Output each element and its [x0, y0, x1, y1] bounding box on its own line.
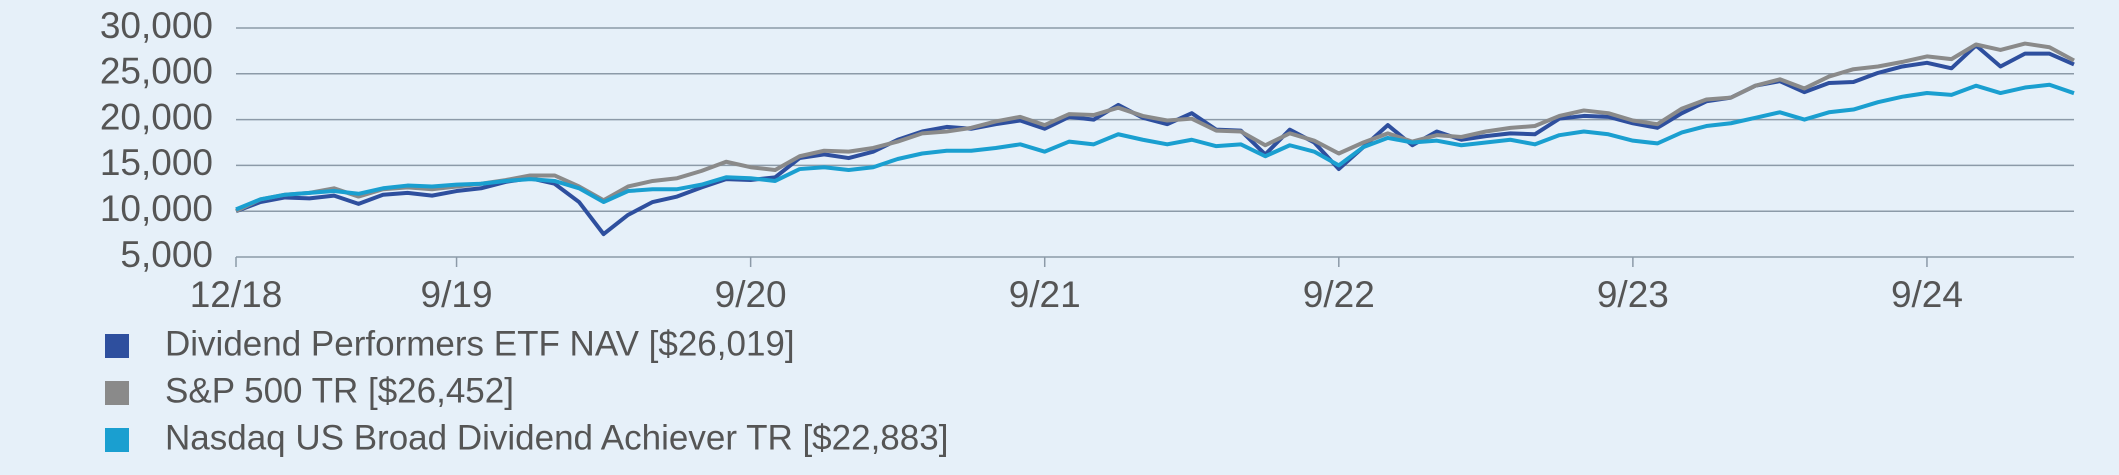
y-tick-label: 30,000 [100, 5, 213, 46]
x-tick-label: 9/20 [715, 274, 787, 315]
legend-label: Nasdaq US Broad Dividend Achiever TR [$2… [165, 418, 948, 457]
x-tick-label: 9/19 [421, 274, 493, 315]
legend-swatch [105, 381, 129, 405]
x-tick-label: 9/22 [1303, 274, 1375, 315]
x-tick-label: 9/23 [1597, 274, 1669, 315]
legend-label: S&P 500 TR [$26,452] [165, 371, 514, 410]
y-tick-label: 5,000 [120, 234, 213, 275]
y-tick-label: 20,000 [100, 96, 213, 137]
legend-swatch [105, 428, 129, 452]
legend-swatch [105, 334, 129, 358]
x-tick-label: 9/21 [1009, 274, 1081, 315]
legend-label: Dividend Performers ETF NAV [$26,019] [165, 324, 795, 363]
x-tick-label: 12/18 [190, 274, 283, 315]
series-line [235, 41, 2075, 213]
y-tick-label: 15,000 [100, 142, 213, 183]
y-tick-label: 25,000 [100, 51, 213, 92]
series-line [235, 82, 2075, 212]
y-tick-label: 10,000 [100, 188, 213, 229]
x-tick-label: 9/24 [1891, 274, 1963, 315]
